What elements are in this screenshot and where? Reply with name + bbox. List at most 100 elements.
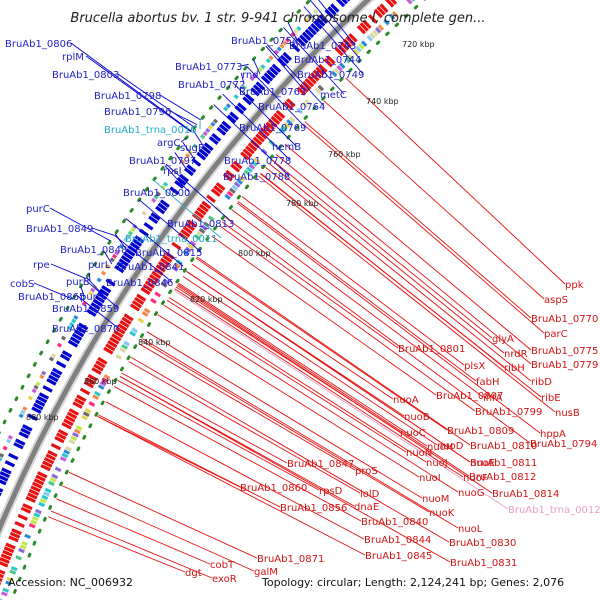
gene-label: BruAb1_0871	[257, 554, 324, 565]
category-block	[250, 160, 258, 167]
gene-label: BruAb1_trna_0011	[125, 234, 218, 245]
tick-dot-ring-0	[10, 0, 427, 600]
reverse-gene	[0, 553, 12, 561]
gene-label: BruAb1_trna_0010	[104, 125, 197, 136]
leader-line	[50, 510, 213, 579]
forward-gene	[296, 37, 306, 47]
category-block	[30, 519, 38, 525]
category-block	[200, 134, 206, 140]
category-block	[182, 249, 190, 256]
category-block	[304, 98, 311, 106]
reverse-gene	[43, 457, 55, 465]
reverse-gene	[155, 264, 166, 273]
category-block	[0, 457, 3, 462]
reverse-gene	[376, 6, 386, 16]
category-block	[296, 107, 304, 114]
reverse-gene	[72, 401, 83, 409]
category-block	[63, 449, 71, 455]
forward-gene	[59, 353, 71, 362]
leader-line	[222, 93, 291, 161]
gene-label: BruAb1_0846	[106, 278, 173, 289]
category-block	[406, 0, 413, 5]
forward-gene	[313, 20, 323, 30]
gene-label: BruAb1_0807	[436, 391, 503, 402]
reverse-gene	[117, 323, 128, 332]
forward-gene	[277, 57, 287, 67]
category-block	[73, 428, 81, 435]
forward-gene	[186, 164, 197, 173]
gene-label: BruAb1_0754	[231, 36, 298, 47]
reverse-gene	[93, 363, 104, 372]
gene-label: BruAb1_0798	[94, 91, 161, 102]
forward-gene	[330, 3, 340, 13]
gene-label: nuoI	[419, 473, 441, 484]
category-block	[87, 291, 94, 296]
category-block	[223, 106, 229, 112]
category-block	[200, 224, 208, 231]
gene-feature-tracks	[0, 0, 416, 600]
forward-gene	[0, 492, 2, 497]
reverse-gene	[162, 254, 173, 263]
gene-label: BruAb1_0811	[470, 458, 537, 469]
reverse-gene	[63, 418, 74, 427]
leader-line	[56, 498, 211, 565]
forward-gene	[99, 288, 110, 297]
leader-line	[213, 104, 290, 177]
reverse-gene	[0, 557, 10, 564]
leader-line	[113, 386, 362, 522]
forward-gene	[148, 215, 159, 225]
category-block	[69, 321, 75, 327]
gene-label: BruAb1_0813	[167, 219, 234, 230]
forward-gene	[279, 54, 290, 64]
gene-label: purB	[66, 277, 90, 288]
tick-label: 740 kbp	[366, 97, 399, 106]
forward-gene	[196, 151, 207, 161]
reverse-gene	[213, 185, 224, 194]
leader-line	[157, 314, 420, 478]
forward-gene	[203, 142, 214, 152]
leader-line	[178, 282, 428, 447]
leader-line	[68, 471, 258, 559]
reverse-gene	[61, 422, 72, 430]
category-block	[253, 157, 261, 164]
category-block	[7, 434, 13, 440]
reverse-gene	[242, 148, 253, 158]
category-block	[317, 84, 325, 92]
reverse-gene	[57, 429, 69, 437]
forward-gene	[129, 241, 140, 251]
category-block	[24, 533, 31, 540]
tick-label: 780 kbp	[286, 199, 319, 208]
category-block	[358, 43, 365, 50]
gene-label: BruAb1_0764	[258, 102, 325, 113]
gene-label: argC	[157, 138, 180, 149]
gene-label: BruAb1_0779	[531, 360, 598, 371]
leader-line	[182, 276, 438, 446]
reverse-gene	[390, 0, 398, 5]
leader-line	[159, 94, 202, 121]
category-block	[411, 0, 416, 2]
forward-gene	[282, 51, 293, 62]
forward-gene	[33, 402, 44, 411]
forward-gene	[290, 43, 301, 53]
category-block	[173, 262, 181, 269]
leader-line	[302, 123, 545, 334]
leader-line	[265, 166, 532, 382]
leader-line	[221, 221, 399, 349]
reverse-gene	[40, 464, 51, 472]
category-block	[243, 169, 251, 176]
gene-label: BruAb1_0773	[175, 62, 242, 73]
category-block	[153, 194, 159, 200]
gene-label: hemB	[272, 142, 301, 153]
forward-gene	[69, 336, 81, 345]
reverse-gene	[245, 145, 255, 155]
gene-label: exoR	[212, 574, 237, 585]
leader-line	[258, 175, 556, 413]
forward-gene	[318, 14, 329, 24]
backbone-line	[0, 0, 372, 534]
category-block	[81, 414, 88, 421]
gene-label: rpe	[33, 260, 50, 271]
forward-gene	[46, 378, 57, 386]
leader-line	[47, 516, 186, 573]
forward-gene	[191, 157, 202, 167]
reverse-gene	[356, 24, 366, 35]
